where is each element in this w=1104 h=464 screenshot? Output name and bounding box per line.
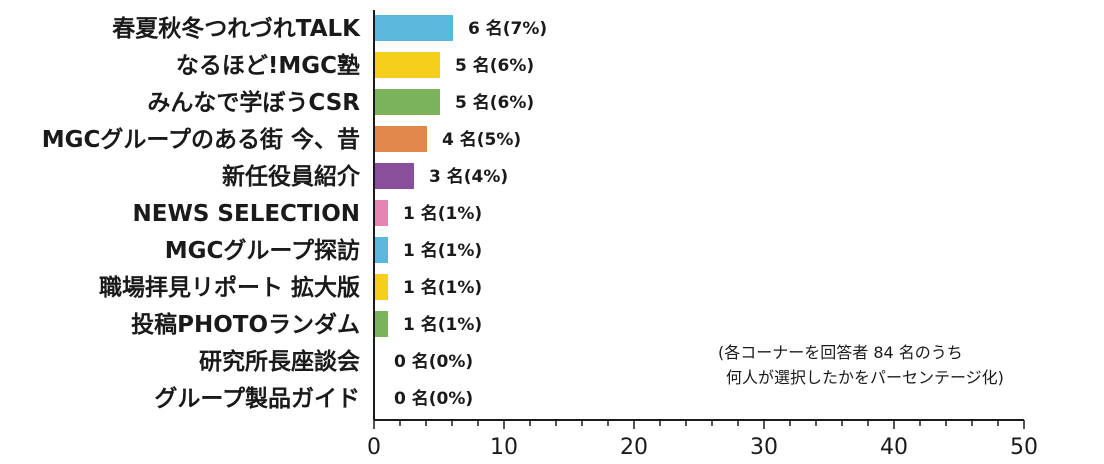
category-label: 研究所長座談会: [199, 348, 360, 375]
bar: [375, 274, 388, 300]
bars: [375, 15, 453, 337]
value-label: 1 名(1%): [403, 277, 482, 298]
chart-note-line-1: (各コーナーを回答者 84 名のうち: [718, 343, 963, 362]
category-label: MGCグループのある街 今、昔: [42, 126, 360, 153]
bar: [375, 237, 388, 263]
chart-note-line-2: 何人が選択したかをパーセンテージ化): [726, 368, 1004, 387]
chart-note: (各コーナーを回答者 84 名のうち 何人が選択したかをパーセンテージ化): [718, 340, 1098, 390]
value-label: 6 名(7%): [468, 18, 547, 39]
category-label: 新任役員紹介: [222, 163, 361, 190]
value-label: 1 名(1%): [403, 203, 482, 224]
category-label: みんなで学ぼうCSR: [147, 89, 360, 116]
value-label: 0 名(0%): [394, 388, 473, 409]
value-label: 5 名(6%): [455, 92, 534, 113]
bar: [375, 89, 440, 115]
category-label: 春夏秋冬つれづれTALK: [111, 15, 361, 42]
value-label: 0 名(0%): [394, 351, 473, 372]
category-label: MGCグループ探訪: [165, 237, 360, 264]
value-label: 5 名(6%): [455, 55, 534, 76]
x-tick-label: 10: [490, 435, 518, 460]
axes: 0 10 20 30 40 50: [367, 10, 1038, 460]
bar: [375, 200, 388, 226]
value-label: 3 名(4%): [429, 166, 508, 187]
x-tick-label: 40: [880, 435, 908, 460]
category-label: NEWS SELECTION: [133, 201, 360, 227]
category-label: 職場拝見リポート 拡大版: [99, 274, 360, 301]
category-label: なるほど!MGC塾: [176, 52, 360, 79]
x-tick-label: 0: [367, 435, 381, 460]
value-label: 4 名(5%): [442, 129, 521, 150]
category-label: グループ製品ガイド: [154, 385, 360, 412]
bar: [375, 126, 427, 152]
x-tick-label: 20: [620, 435, 648, 460]
bar: [375, 311, 388, 337]
value-label: 1 名(1%): [403, 240, 482, 261]
bar: [375, 163, 414, 189]
bar: [375, 52, 440, 78]
category-label: 投稿PHOTOランダム: [131, 311, 360, 338]
x-tick-label: 30: [750, 435, 778, 460]
bar: [375, 15, 453, 41]
value-labels: 6 名(7%) 5 名(6%) 5 名(6%) 4 名(5%) 3 名(4%) 1 名(1…: [394, 18, 547, 409]
value-label: 1 名(1%): [403, 314, 482, 335]
x-tick-label: 50: [1010, 435, 1038, 460]
